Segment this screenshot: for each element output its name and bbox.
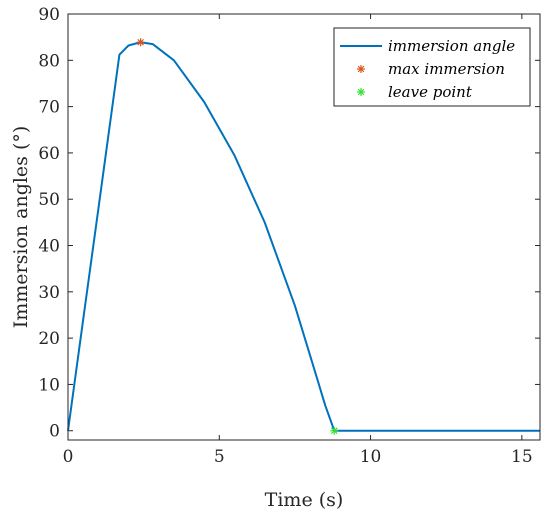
y-tick-label: 70 (38, 98, 60, 118)
legend: immersion angle max immersion leave poin… (333, 27, 531, 107)
y-tick-label: 90 (38, 5, 60, 25)
y-tick-label: 60 (38, 144, 60, 164)
y-tick-label: 40 (38, 237, 60, 257)
x-axis-label: Time (s) (265, 489, 344, 511)
y-axis-label: Immersion angles (°) (10, 126, 32, 329)
x-tick-label: 0 (63, 447, 74, 467)
legend-box (333, 27, 531, 107)
legend-marker-leave-point (357, 88, 365, 96)
data-point-max-immersion (136, 38, 145, 47)
legend-label-leave-point: leave point (388, 83, 473, 101)
series-layer (67, 38, 540, 435)
y-tick-label: 30 (38, 283, 60, 303)
plot-area-border (67, 13, 541, 441)
x-tick-label: 15 (511, 447, 533, 467)
y-tick-label: 50 (38, 190, 60, 210)
y-tick-label: 80 (38, 51, 60, 71)
y-tick-label: 10 (38, 375, 60, 395)
legend-marker-max-immersion (357, 65, 365, 73)
y-tick-label: 0 (49, 422, 60, 442)
legend-star-max-immersion (357, 65, 365, 73)
x-tick-label: 10 (360, 447, 382, 467)
legend-label-max-immersion: max immersion (388, 60, 505, 78)
legend-label-immersion-angle: immersion angle (388, 37, 515, 55)
legend-star-leave-point (357, 88, 365, 96)
series-line-immersion-angle (67, 41, 540, 432)
data-point-leave-point (330, 426, 339, 435)
ticks-layer: 0 5 10 15 0 10 20 30 40 50 60 70 80 90 (38, 5, 540, 467)
x-tick-label: 5 (214, 447, 225, 467)
y-tick-label: 20 (38, 329, 60, 349)
